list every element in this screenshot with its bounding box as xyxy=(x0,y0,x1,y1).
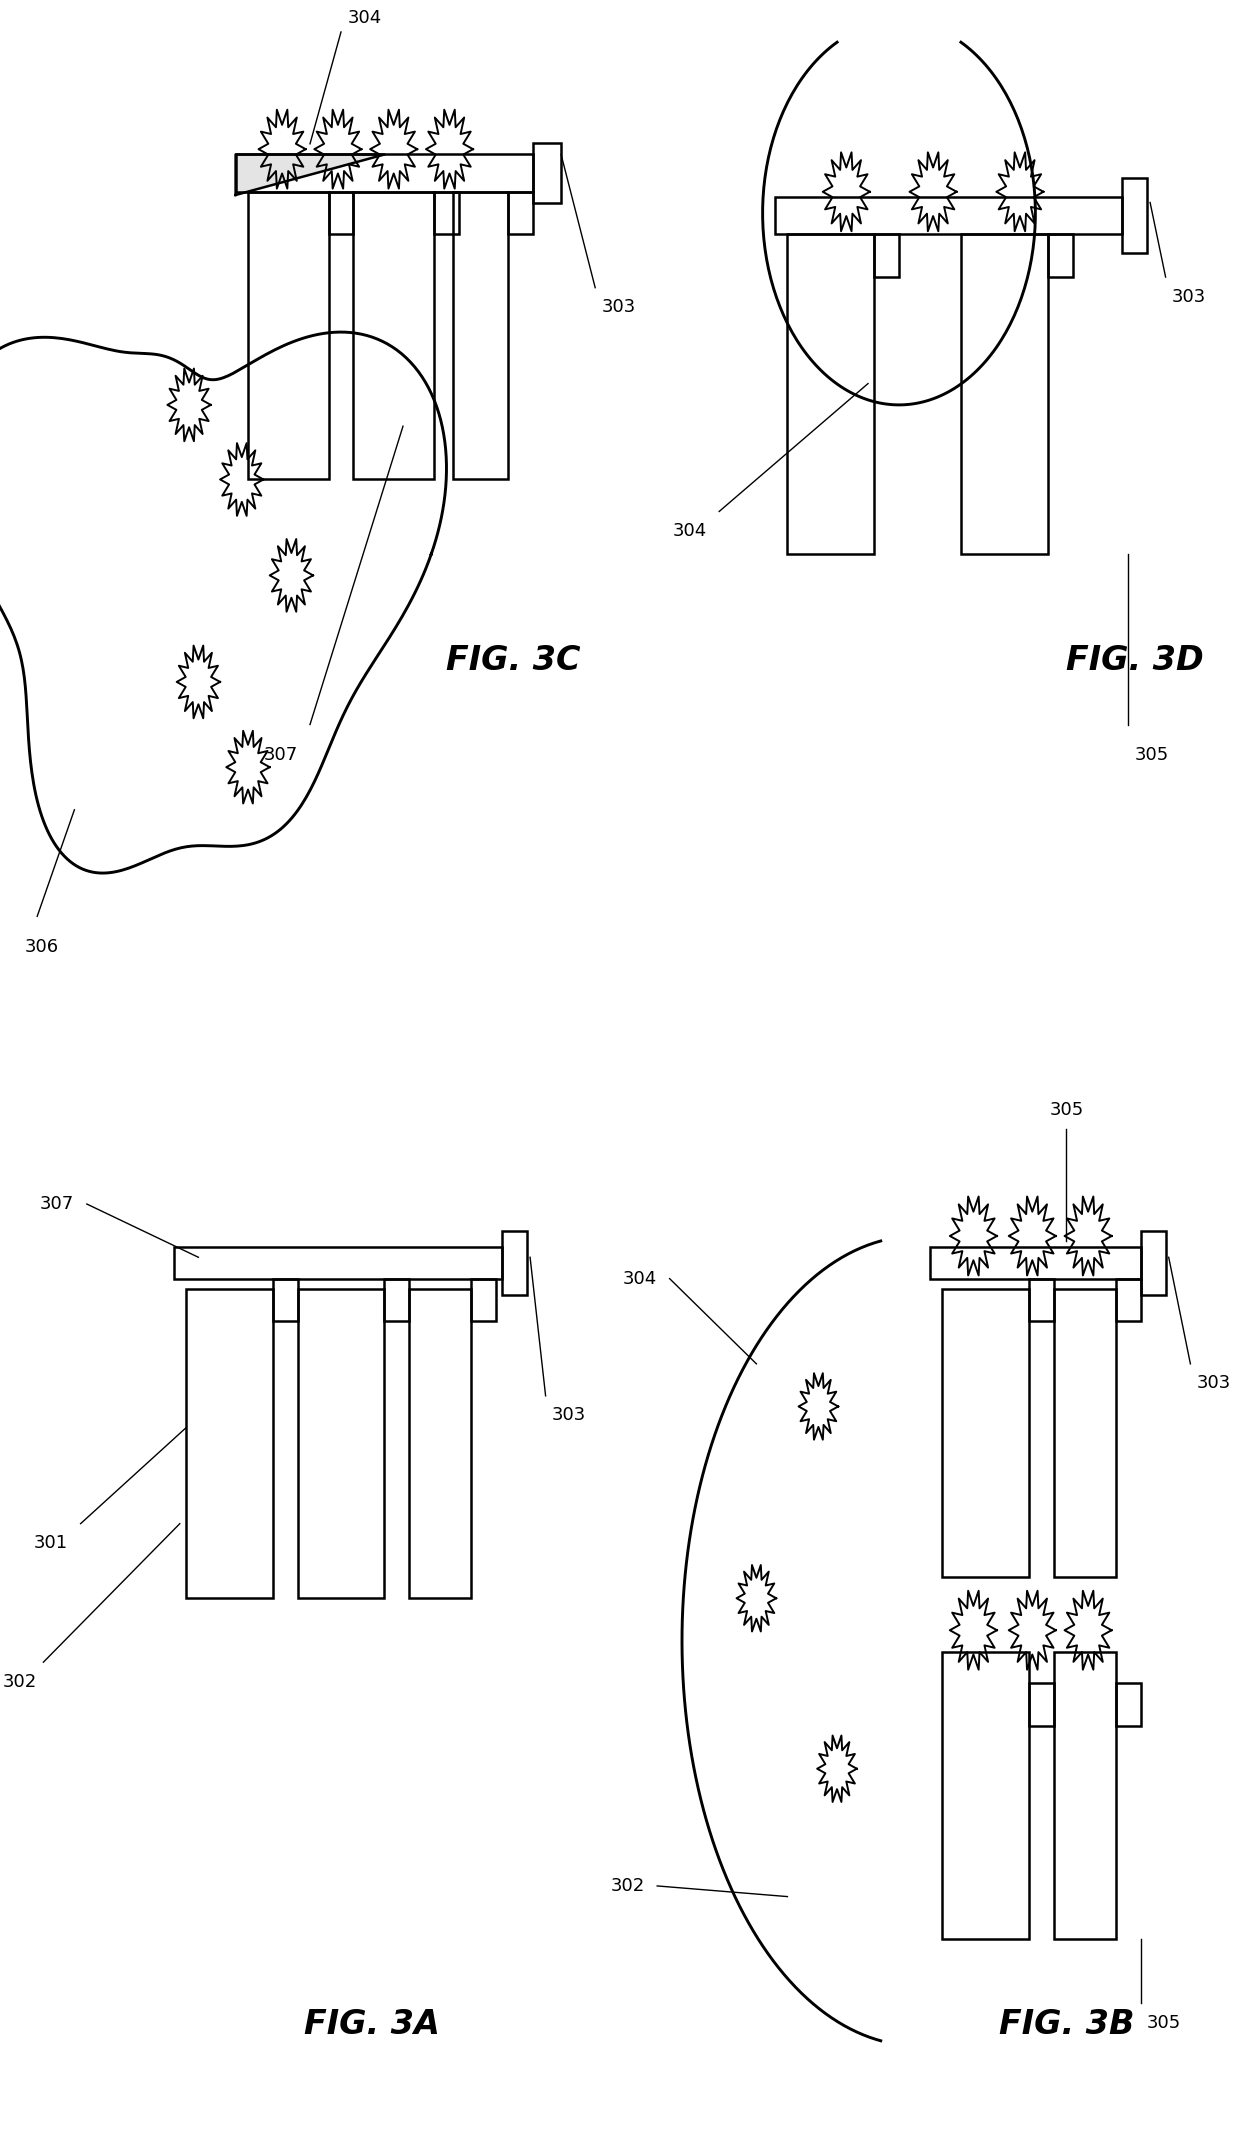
Bar xyxy=(298,1289,384,1598)
Bar xyxy=(434,192,459,234)
Text: FIG. 3D: FIG. 3D xyxy=(1066,644,1204,678)
Bar xyxy=(1054,1289,1116,1577)
Text: 304: 304 xyxy=(347,9,382,26)
Bar xyxy=(930,1247,1141,1279)
Text: 307: 307 xyxy=(40,1195,74,1213)
Bar xyxy=(1054,1652,1116,1939)
Bar xyxy=(775,198,1122,234)
Bar xyxy=(942,1652,1029,1939)
Bar xyxy=(384,1279,409,1321)
Text: FIG. 3A: FIG. 3A xyxy=(304,2007,440,2041)
Text: 303: 303 xyxy=(552,1406,587,1424)
Bar xyxy=(1029,1683,1054,1726)
Text: 306: 306 xyxy=(25,938,60,955)
Text: FIG. 3B: FIG. 3B xyxy=(998,2007,1135,2041)
Text: 305: 305 xyxy=(1147,2014,1182,2031)
Text: 305: 305 xyxy=(1135,746,1169,763)
Bar xyxy=(248,192,329,479)
Bar xyxy=(329,192,353,234)
Text: 304: 304 xyxy=(622,1270,657,1287)
Text: 304: 304 xyxy=(672,522,707,539)
Bar xyxy=(453,192,508,479)
Bar xyxy=(1116,1683,1141,1726)
Text: 301: 301 xyxy=(33,1534,68,1551)
Text: FIG. 3C: FIG. 3C xyxy=(446,644,580,678)
Text: 303: 303 xyxy=(1172,288,1207,305)
Bar xyxy=(961,234,1048,554)
Polygon shape xyxy=(236,156,384,196)
Bar xyxy=(273,1279,298,1321)
Bar xyxy=(508,192,533,234)
Bar xyxy=(1048,234,1073,277)
Bar xyxy=(502,1232,527,1294)
Text: 303: 303 xyxy=(1197,1374,1231,1392)
Bar xyxy=(1141,1232,1166,1294)
Bar xyxy=(409,1289,471,1598)
Text: 305: 305 xyxy=(1049,1102,1084,1119)
Bar xyxy=(874,234,899,277)
Bar xyxy=(1122,179,1147,254)
Text: 302: 302 xyxy=(610,1877,645,1894)
Text: 302: 302 xyxy=(2,1673,37,1690)
Text: 307: 307 xyxy=(263,746,298,763)
Bar xyxy=(174,1247,502,1279)
Bar xyxy=(787,234,874,554)
Bar xyxy=(353,192,434,479)
Bar xyxy=(1116,1279,1141,1321)
Bar xyxy=(1029,1279,1054,1321)
Bar xyxy=(236,156,533,192)
Bar xyxy=(533,143,560,202)
Bar xyxy=(471,1279,496,1321)
Bar xyxy=(186,1289,273,1598)
Text: 303: 303 xyxy=(601,298,636,315)
Bar xyxy=(942,1289,1029,1577)
